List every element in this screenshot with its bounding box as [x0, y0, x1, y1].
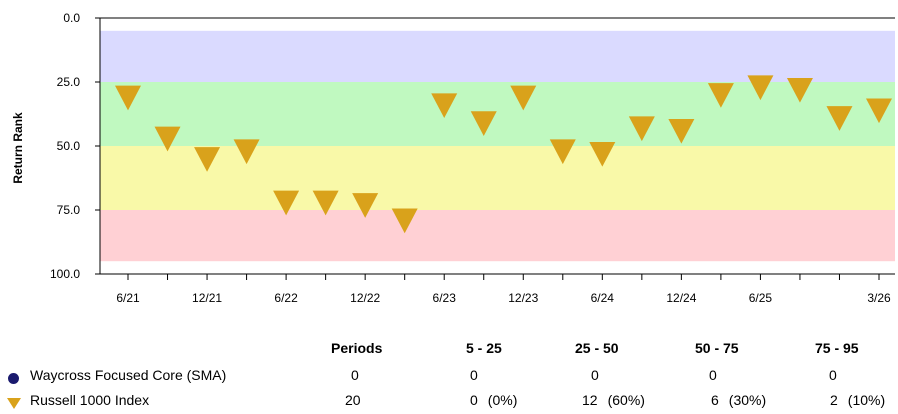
periods-count: 20	[345, 392, 361, 408]
x-tick-label: 12/23	[508, 291, 538, 305]
summary-row-russell: Russell 1000 Index 20 0 (0%) 12 (60%) 6 (30…	[0, 392, 898, 414]
x-tick-label: 12/21	[192, 291, 222, 305]
periods-count: 0	[351, 367, 359, 383]
quartile-bands	[100, 30, 895, 262]
y-tick-label: 25.0	[57, 75, 81, 89]
data-point-triangle	[194, 147, 221, 172]
y-tick-label: 75.0	[57, 203, 81, 217]
data-point-triangle	[668, 118, 695, 144]
y-tick-label: 100.0	[50, 267, 80, 281]
range-50-75: 6 (30%)	[711, 392, 766, 408]
data-point-triangle	[786, 77, 813, 103]
quartile-band	[100, 146, 895, 210]
header-range-5-25: 5 - 25	[466, 340, 502, 356]
data-point-triangle	[312, 190, 339, 216]
count: 6	[711, 392, 719, 408]
data-point-triangle	[826, 106, 853, 131]
percent: (60%)	[607, 392, 645, 408]
count: 0	[470, 392, 478, 408]
data-point-triangle	[233, 139, 260, 165]
data-point-triangle	[549, 139, 576, 165]
x-axis-ticks: 6/21 12/21 6/22 12/22 6/23 12/23 6/24 12/24 6/25…	[116, 274, 891, 305]
triangle-marker-icon	[7, 398, 21, 409]
data-point-triangle	[589, 141, 616, 167]
x-tick-label: 6/23	[433, 291, 457, 305]
summary-row-waycross: Waycross Focused Core (SMA) 0 0 0 0 0	[0, 367, 898, 389]
count-25-50: 0	[591, 367, 599, 383]
header-periods: Periods	[331, 340, 383, 356]
quartile-band	[100, 82, 895, 146]
x-tick-label: 6/24	[591, 291, 615, 305]
data-point-triangle	[707, 83, 734, 108]
count: 2	[830, 392, 838, 408]
header-range-50-75: 50 - 75	[695, 340, 739, 356]
data-point-triangle	[352, 193, 379, 218]
x-tick-label: 6/22	[274, 291, 298, 305]
x-tick-label: 3/26	[867, 291, 891, 305]
series-name: Waycross Focused Core (SMA)	[30, 367, 227, 383]
data-point-triangle	[510, 85, 537, 111]
circle-marker-icon	[8, 373, 19, 384]
x-tick-label: 6/21	[116, 291, 140, 305]
data-point-triangle	[115, 85, 141, 111]
summary-header: Periods 5 - 25 25 - 50 50 - 75 75 - 95	[0, 340, 898, 362]
y-axis-ticks: 0.0 25.0 50.0 75.0 100.0	[50, 11, 100, 281]
count: 12	[582, 392, 598, 408]
data-point-triangle	[470, 111, 497, 136]
header-range-25-50: 25 - 50	[575, 340, 619, 356]
range-75-95: 2 (10%)	[830, 392, 885, 408]
percent: (10%)	[847, 392, 886, 408]
y-tick-label: 50.0	[57, 139, 81, 153]
data-point-triangle	[866, 98, 892, 124]
percent: (30%)	[728, 392, 767, 408]
x-tick-label: 12/24	[666, 291, 696, 305]
data-point-triangle	[628, 116, 655, 142]
count-5-25: 0	[470, 367, 478, 383]
y-tick-label: 0.0	[63, 11, 80, 25]
y-axis-label: Return Rank	[11, 112, 25, 184]
range-5-25: 0 (0%)	[470, 392, 517, 408]
count-50-75: 0	[709, 367, 717, 383]
data-point-triangle	[154, 126, 181, 152]
percent: (0%)	[487, 392, 518, 408]
quartile-band	[100, 30, 895, 82]
data-point-triangle	[431, 93, 458, 119]
series-name: Russell 1000 Index	[30, 392, 150, 408]
data-marks	[115, 75, 892, 234]
x-tick-label: 6/25	[749, 291, 773, 305]
data-point-triangle	[391, 208, 418, 234]
quartile-band	[100, 210, 895, 262]
range-25-50: 12 (60%)	[582, 392, 645, 408]
x-tick-label: 12/22	[350, 291, 380, 305]
data-point-triangle	[273, 190, 300, 216]
data-point-triangle	[747, 75, 774, 101]
header-range-75-95: 75 - 95	[815, 340, 859, 356]
count-75-95: 0	[829, 367, 837, 383]
